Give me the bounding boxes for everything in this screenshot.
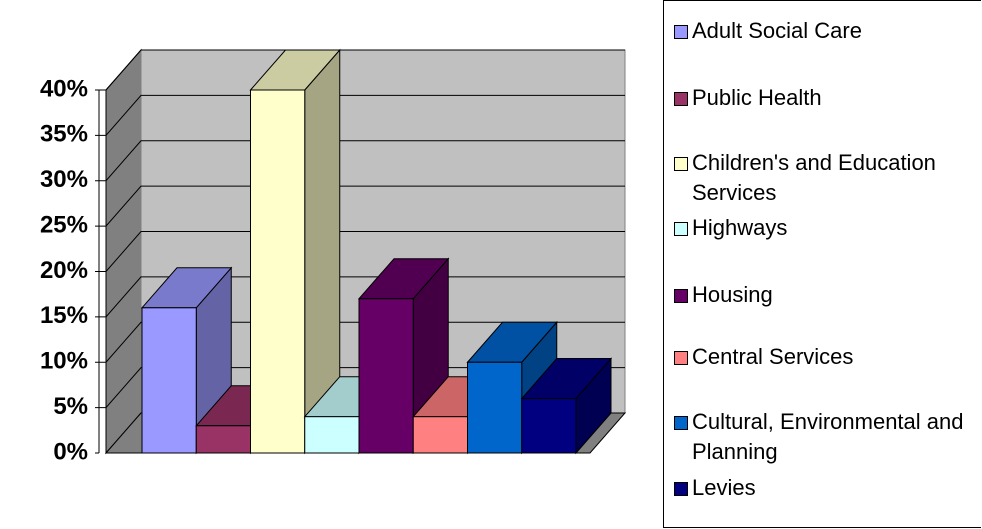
bar [412, 416, 468, 454]
legend-label: Levies [692, 475, 756, 500]
legend-swatch [674, 25, 688, 39]
bar [521, 398, 577, 454]
bar [195, 425, 251, 454]
legend-label: Adult Social Care [692, 18, 862, 43]
legend-swatch [674, 92, 688, 106]
grid-line [99, 231, 625, 272]
bar [141, 307, 197, 454]
legend-swatch [674, 482, 688, 496]
y-tick-label: 5% [53, 393, 88, 420]
y-tick-label: 40% [40, 75, 88, 102]
bar [358, 298, 414, 454]
grid-line [99, 49, 625, 91]
y-tick-label: 25% [40, 211, 88, 238]
legend-label: Children's and Education Services [692, 150, 936, 205]
legend-label: Central Services [692, 344, 854, 369]
grid-line [99, 94, 625, 136]
legend-entry: Central Services [674, 342, 979, 372]
bar [250, 89, 306, 454]
y-tick-label: 35% [40, 121, 88, 148]
grid-line [99, 185, 625, 227]
legend-swatch [674, 416, 688, 430]
y-tick-label: 10% [40, 348, 88, 375]
y-tick-label: 30% [40, 166, 88, 193]
legend-label: Highways [692, 215, 788, 240]
legend-entry: Cultural, Environmental and Planning [674, 407, 979, 467]
y-tick-label: 15% [40, 302, 88, 329]
legend-label: Housing [692, 282, 773, 307]
legend-entry: Highways [674, 213, 979, 243]
legend-swatch [674, 222, 688, 236]
y-tick-label: 20% [40, 257, 88, 284]
grid-line [99, 140, 625, 182]
legend-entry: Levies [674, 473, 979, 503]
legend-label: Cultural, Environmental and Planning [692, 409, 964, 464]
legend-entry: Public Health [674, 83, 979, 113]
legend-swatch [674, 289, 688, 303]
legend-entry: Housing [674, 280, 979, 310]
legend-swatch [674, 351, 688, 365]
legend-label: Public Health [692, 85, 822, 110]
bar [467, 361, 523, 454]
legend-entry: Children's and Education Services [674, 148, 979, 208]
bar [304, 416, 360, 454]
legend-swatch [674, 157, 688, 171]
legend: Adult Social Care Public Health Children's… [663, 0, 981, 528]
y-tick-label: 0% [53, 438, 88, 465]
legend-entry: Adult Social Care [674, 16, 979, 46]
chart: 0% 5% 10% 15% 20% 25% 30% 35% 40% [40, 48, 627, 465]
